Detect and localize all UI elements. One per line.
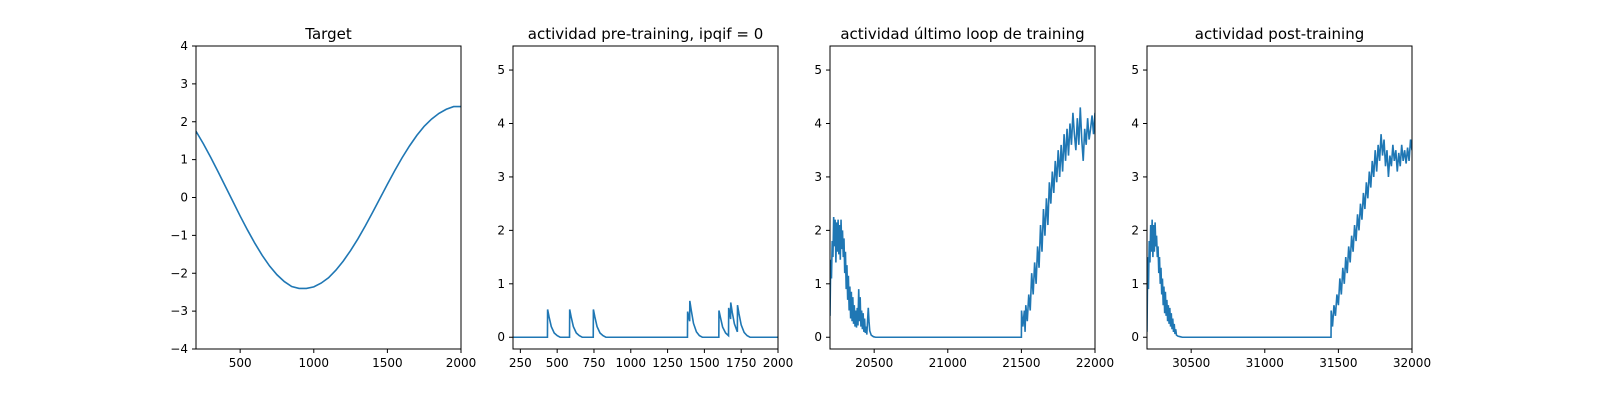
y-tick-label: 3: [814, 170, 822, 184]
x-tick-label: 500: [229, 356, 252, 370]
y-tick-label: 0: [497, 330, 505, 344]
y-tick-label: −3: [170, 304, 188, 318]
x-tick-label: 30500: [1172, 356, 1210, 370]
plot-frame: [512, 45, 779, 350]
y-tick-label: 2: [497, 223, 505, 237]
x-tick-label: 250: [509, 356, 532, 370]
y-tick-label: 1: [180, 153, 188, 167]
x-tick-label: 20500: [855, 356, 893, 370]
series-line-1: [513, 300, 778, 339]
x-tick-label: 2000: [446, 356, 477, 370]
x-tick-label: 32000: [1393, 356, 1431, 370]
y-tick-label: 4: [1131, 116, 1139, 130]
subplot-title: Target: [304, 25, 352, 43]
y-tick-label: 0: [180, 191, 188, 205]
x-tick-label: 1500: [689, 356, 720, 370]
x-tick-label: 2000: [763, 356, 794, 370]
x-tick-label: 500: [546, 356, 569, 370]
y-tick-label: 4: [180, 39, 188, 53]
y-tick-label: 0: [1131, 330, 1139, 344]
y-tick-label: 2: [814, 223, 822, 237]
y-tick-label: −2: [170, 266, 188, 280]
y-tick-label: −1: [170, 228, 188, 242]
series-line-1: [830, 107, 1095, 339]
subplot-3: 20500 21000 21500 22000 0 1 2 3 4 5 actividad últi…: [814, 25, 1114, 370]
y-tick-label: 1: [814, 277, 822, 291]
subplot-title: actividad pre-training, ipqif = 0: [528, 25, 764, 43]
y-tick-label: 5: [1131, 63, 1139, 77]
subplot-4: 30500 31000 31500 32000 0 1 2 3 4 5 actividad post…: [1131, 25, 1431, 370]
y-tick-label: 3: [497, 170, 505, 184]
x-tick-label: 1750: [726, 356, 757, 370]
x-tick-label: 1500: [372, 356, 403, 370]
y-tick-label: 4: [814, 116, 822, 130]
subplot-2: 250 500 750 1000 1250 1500 1750 2000 0 1 2 3 4 5 activ…: [497, 25, 793, 370]
subplot-title: actividad post-training: [1195, 25, 1364, 43]
x-tick-label: 31500: [1319, 356, 1357, 370]
y-tick-label: 3: [180, 77, 188, 91]
y-tick-label: 1: [1131, 277, 1139, 291]
series-line-1: [1147, 134, 1412, 339]
plot-frame: [829, 45, 1096, 350]
y-tick-label: 2: [1131, 223, 1139, 237]
plot-frame: [195, 45, 462, 350]
x-tick-label: 1000: [299, 356, 330, 370]
y-tick-label: 5: [497, 63, 505, 77]
y-tick-label: 4: [497, 116, 505, 130]
x-tick-label: 21000: [929, 356, 967, 370]
y-tick-label: −4: [170, 342, 188, 356]
y-tick-label: 0: [814, 330, 822, 344]
y-tick-label: 5: [814, 63, 822, 77]
subplot-1: 500 1000 1500 2000 −4 −3 −2 −1 0 1 2 3 4 Target: [170, 25, 476, 370]
series-line-1: [196, 105, 461, 290]
x-tick-label: 750: [583, 356, 606, 370]
x-tick-label: 22000: [1076, 356, 1114, 370]
x-tick-label: 1250: [652, 356, 683, 370]
subplot-title: actividad último loop de training: [840, 25, 1084, 43]
plot-frame: [1146, 45, 1413, 350]
y-tick-label: 1: [497, 277, 505, 291]
y-tick-label: 3: [1131, 170, 1139, 184]
x-tick-label: 31000: [1246, 356, 1284, 370]
x-tick-label: 1000: [616, 356, 647, 370]
y-tick-label: 2: [180, 115, 188, 129]
x-tick-label: 21500: [1002, 356, 1040, 370]
